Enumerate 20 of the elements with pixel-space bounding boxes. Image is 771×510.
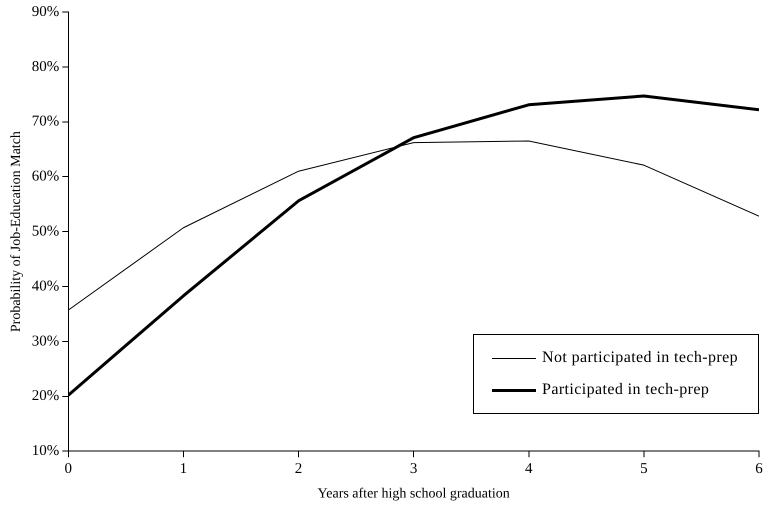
- x-tick-label: 5: [640, 461, 648, 478]
- y-tick-label: 50%: [32, 224, 60, 240]
- y-tick-label: 80%: [32, 58, 60, 75]
- y-tick-label: 30%: [32, 333, 60, 350]
- x-axis-title: Years after high school graduation: [318, 486, 510, 502]
- y-tick-label: 20%: [32, 388, 60, 404]
- x-tick-label: 1: [180, 461, 188, 478]
- y-tick-label: 40%: [32, 278, 60, 294]
- x-tick-label: 6: [755, 461, 764, 478]
- x-tick-label: 4: [525, 461, 534, 478]
- y-tick-label: 10%: [32, 443, 60, 460]
- y-tick-label: 90%: [32, 4, 60, 20]
- legend-label: Not participated in tech-prep: [542, 349, 738, 367]
- y-tick-label: 60%: [32, 168, 60, 185]
- x-tick-label: 0: [64, 461, 72, 478]
- x-tick-label: 2: [294, 461, 302, 478]
- y-tick-label: 70%: [32, 114, 60, 130]
- y-axis-title: Probability of Job-Education Match: [9, 131, 24, 332]
- x-tick-label: 3: [410, 461, 418, 478]
- legend-label: Participated in tech-prep: [542, 381, 710, 399]
